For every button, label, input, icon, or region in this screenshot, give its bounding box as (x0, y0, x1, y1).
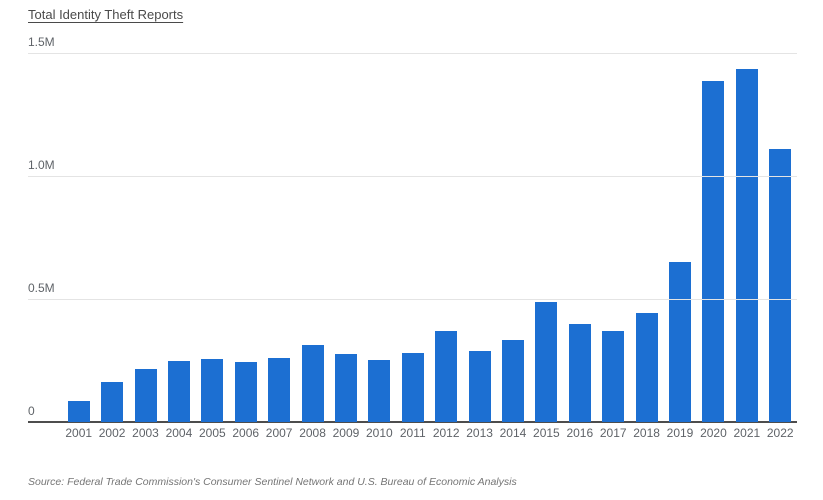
bar (334, 353, 357, 422)
x-tick-label: 2004 (165, 426, 193, 440)
bar-column (429, 331, 462, 422)
bar (67, 400, 90, 422)
x-tick-label: 2018 (633, 426, 660, 440)
bar-column (262, 358, 295, 422)
bar (735, 69, 758, 422)
bars-group (62, 53, 797, 422)
x-tick-label: 2013 (466, 426, 493, 440)
x-tick-label: 2001 (65, 426, 93, 440)
bar (201, 359, 224, 422)
bar (234, 361, 257, 422)
x-tick-label: 2017 (599, 426, 627, 440)
bar (401, 353, 424, 422)
y-tick-label: 0.5M (28, 281, 55, 295)
bar (101, 382, 124, 422)
x-tick-label: 2008 (299, 426, 326, 440)
bar (368, 360, 391, 422)
x-tick-label: 2019 (666, 426, 694, 440)
bar-column (530, 301, 563, 422)
x-tick-label: 2020 (700, 426, 727, 440)
x-axis-line (28, 421, 797, 423)
gridline (28, 176, 797, 177)
bar-column (396, 353, 429, 422)
x-tick-label: 2003 (132, 426, 159, 440)
bar-column (730, 69, 763, 422)
bar (435, 331, 458, 422)
bar-column (162, 361, 195, 422)
x-tick-label: 2009 (332, 426, 360, 440)
bar-column (697, 80, 730, 422)
bar (268, 358, 291, 422)
bar (568, 323, 591, 422)
x-tick-label: 2011 (399, 426, 426, 440)
chart-title: Total Identity Theft Reports (28, 7, 184, 22)
bar (635, 312, 658, 422)
x-tick-label: 2014 (499, 426, 527, 440)
bar-column (496, 340, 529, 422)
bar-column (329, 353, 362, 422)
bar-column (663, 261, 696, 422)
bar-column (229, 361, 262, 422)
bar-column (196, 359, 229, 422)
bar-column (95, 382, 128, 422)
bar-column (597, 330, 630, 422)
y-tick-label: 1.0M (28, 158, 55, 172)
bar (702, 80, 725, 422)
x-tick-label: 2021 (733, 426, 761, 440)
bar-column (62, 400, 95, 422)
bar (535, 301, 558, 422)
bar (167, 361, 190, 422)
bar (301, 344, 324, 422)
plot-area: 1.5M 1.0M 0.5M 0 (28, 36, 797, 423)
gridline (28, 299, 797, 300)
x-axis-tick-labels: 2001 2002 2003 2004 2005 2006 2007 2008 2009 2010… (62, 426, 797, 440)
y-tick-label: 0 (28, 404, 35, 418)
x-tick-label: 2006 (232, 426, 260, 440)
bar-column (463, 350, 496, 422)
y-tick-label: 1.5M (28, 35, 55, 49)
bar-column (363, 360, 396, 422)
bar-column (630, 312, 663, 422)
x-tick-label: 2015 (533, 426, 560, 440)
bar (501, 340, 524, 422)
bar (468, 350, 491, 422)
x-tick-label: 2022 (766, 426, 794, 440)
x-tick-label: 2012 (432, 426, 460, 440)
gridline (28, 53, 797, 54)
bar-column (563, 323, 596, 422)
x-tick-label: 2010 (366, 426, 393, 440)
bar (669, 261, 692, 422)
bar (602, 330, 625, 422)
bar-column (129, 369, 162, 422)
bar (134, 369, 157, 422)
source-note: Source: Federal Trade Commission's Consu… (28, 476, 517, 488)
bar-column (296, 344, 329, 422)
bar-column (764, 149, 797, 422)
bar (769, 149, 792, 422)
x-tick-label: 2002 (98, 426, 126, 440)
x-tick-label: 2007 (265, 426, 293, 440)
x-tick-label: 2005 (198, 426, 226, 440)
x-tick-label: 2016 (566, 426, 594, 440)
